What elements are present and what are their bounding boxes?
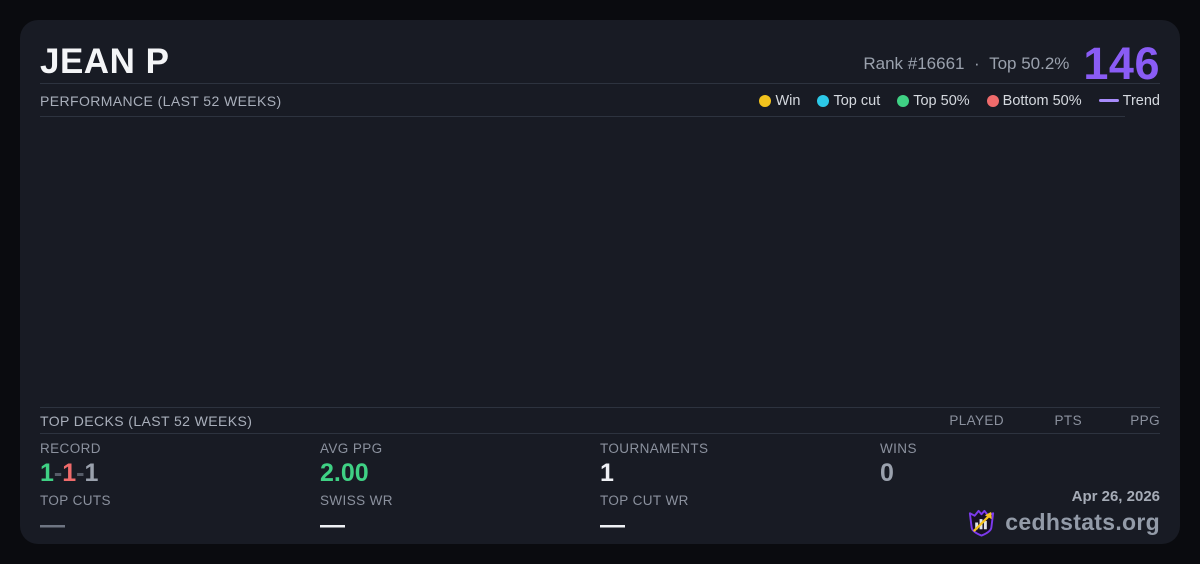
column-header-ppg: PPG (1130, 413, 1160, 428)
card-header: JEAN P Rank #16661 · Top 50.2% 146 (40, 20, 1160, 90)
stat-avg-ppg: AVG PPG 2.00 (320, 434, 600, 486)
player-name: JEAN P (40, 42, 170, 81)
record-separator: - (53, 459, 63, 487)
stat-tournaments: TOURNAMENTS 1 (600, 434, 880, 486)
avg-ppg-value: 2.00 (320, 459, 369, 487)
legend-item-win: Win (759, 93, 800, 109)
stats-grid: RECORD 1-1-1 AVG PPG 2.00 TOURNAMENTS 1 … (40, 434, 1160, 544)
stat-label: WINS (880, 441, 917, 456)
top-percent-label: Top 50.2% (989, 54, 1070, 73)
rank-summary: Rank #16661 · Top 50.2% (863, 54, 1069, 83)
legend-item-trend: Trend (1098, 92, 1160, 109)
top-cut-wr-value: — (600, 511, 625, 539)
legend-label: Top 50% (913, 92, 970, 109)
brand-name: cedhstats.org (1005, 508, 1160, 535)
record-losses: 1 (62, 459, 77, 487)
top-cuts-value: — (40, 511, 65, 539)
stat-swiss-wr: SWISS WR — (320, 486, 600, 538)
record-value: 1-1-1 (40, 461, 320, 486)
stat-label: TOP CUTS (40, 493, 111, 508)
legend-item-bottom-50: Bottom 50% (986, 92, 1082, 109)
column-header-played: PLAYED (949, 413, 1004, 428)
performance-chart-area (40, 117, 1160, 407)
stat-label: TOURNAMENTS (600, 441, 709, 456)
dot-separator: · (973, 54, 980, 73)
legend-item-top-50: Top 50% (897, 92, 970, 109)
header-right: Rank #16661 · Top 50.2% 146 (863, 38, 1160, 90)
rank-label: Rank #16661 (863, 54, 965, 73)
wins-value: 0 (880, 459, 894, 487)
stat-top-cuts: TOP CUTS — (40, 486, 320, 538)
top-decks-columns: PLAYED PTS PPG (926, 413, 1160, 428)
record-separator: - (76, 459, 85, 487)
stat-wins: WINS 0 (880, 434, 1160, 486)
record-draws: 1 (84, 459, 99, 487)
stat-label: TOP CUT WR (600, 493, 689, 508)
stat-label: AVG PPG (320, 441, 383, 456)
stat-label: SWISS WR (320, 493, 393, 508)
legend-label: Bottom 50% (1002, 92, 1082, 109)
legend-label: Trend (1122, 92, 1160, 109)
performance-section-title: PERFORMANCE (LAST 52 WEEKS) (40, 92, 282, 109)
legend-label: Win (775, 92, 801, 109)
elo-rating: 146 (1083, 38, 1160, 90)
brand: cedhstats.org (966, 506, 1160, 538)
trend-line-icon (1098, 99, 1119, 102)
stat-top-cut-wr: TOP CUT WR — (600, 486, 880, 538)
shield-chart-arrow-icon (969, 509, 995, 537)
legend-item-top-cut: Top cut (817, 93, 880, 109)
bottom-50-dot-icon (986, 94, 999, 107)
top-decks-section-title: TOP DECKS (LAST 52 WEEKS) (40, 412, 253, 429)
card-footer: Apr 26, 2026 cedhstats.org (966, 488, 1160, 538)
tournaments-value: 1 (600, 459, 614, 487)
generated-date: Apr 26, 2026 (1071, 488, 1160, 505)
stat-label: RECORD (40, 441, 101, 456)
top-50-dot-icon (897, 94, 910, 107)
column-header-pts: PTS (1054, 413, 1082, 428)
top-cut-dot-icon (817, 94, 830, 107)
stat-record: RECORD 1-1-1 (40, 434, 320, 486)
top-decks-header: TOP DECKS (LAST 52 WEEKS) PLAYED PTS PPG (40, 407, 1160, 434)
win-dot-icon (759, 94, 772, 107)
performance-header: PERFORMANCE (LAST 52 WEEKS) Win Top cut … (40, 84, 1160, 117)
legend-label: Top cut (833, 92, 881, 109)
chart-legend: Win Top cut Top 50% Bottom 50% Trend (759, 93, 1160, 109)
record-wins: 1 (40, 459, 54, 487)
swiss-wr-value: — (320, 511, 345, 539)
player-stats-card: JEAN P Rank #16661 · Top 50.2% 146 PERFO… (20, 20, 1180, 544)
